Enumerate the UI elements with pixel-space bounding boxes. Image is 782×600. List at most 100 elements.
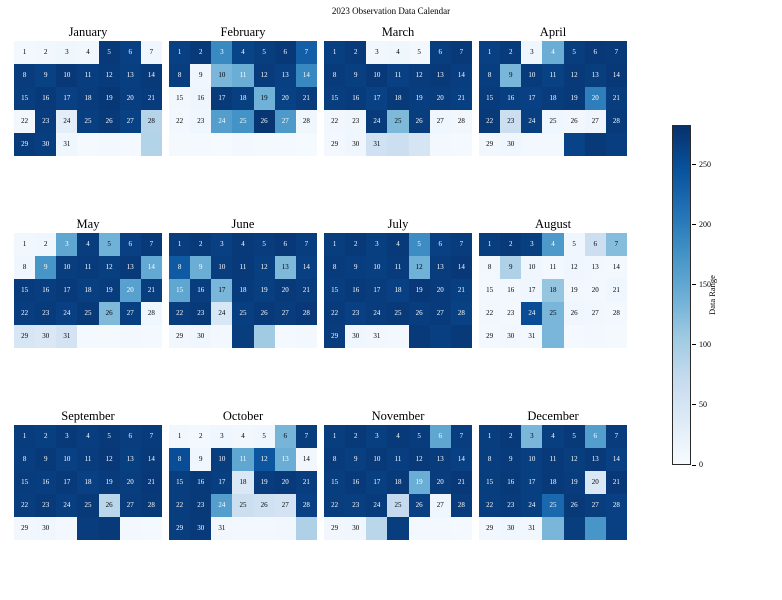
day-cell-6: 6 [274,233,296,256]
day-cell-29: 29 [169,325,191,348]
day-cell-2: 2 [35,233,57,256]
day-cell-15: 15 [324,471,346,494]
day-cell-30: 30 [345,325,367,348]
day-cell-26: 26 [563,110,585,133]
day-cell-13: 13 [274,448,296,471]
colorbar-tick-mark [692,344,696,346]
day-cell-3: 3 [521,425,543,448]
day-cell-27: 27 [119,110,141,133]
calendar-grid: January 1 2 3 4 5 6 7 8 9 10 11 12 13 14 15 16 17 18 19 20 21… [14,24,627,540]
day-cell-21: 21 [295,87,317,110]
day-cell-28: 28 [605,302,627,325]
empty-cell [77,133,99,156]
day-cell-27: 27 [429,110,451,133]
day-cell-13: 13 [119,256,141,279]
empty-cell [295,325,317,348]
day-cell-16: 16 [345,471,367,494]
empty-cell [56,517,78,540]
day-cell-1: 1 [14,41,36,64]
empty-cell [211,325,233,348]
day-cell-3: 3 [56,41,78,64]
empty-cell [253,325,275,348]
day-cell-14: 14 [295,64,317,87]
day-cell-29: 29 [479,517,501,540]
day-cell-22: 22 [324,494,346,517]
day-cell-25: 25 [77,110,99,133]
day-cell-27: 27 [274,494,296,517]
day-cell-6: 6 [429,425,451,448]
day-cell-12: 12 [563,64,585,87]
empty-cell [295,133,317,156]
day-cell-30: 30 [345,517,367,540]
day-cell-31: 31 [56,133,78,156]
day-cell-6: 6 [274,41,296,64]
month-march: March 1 2 3 4 5 6 7 8 9 10 11 12 13 14 15 16 17 18 19 20 21 22… [324,24,472,156]
day-cell-31: 31 [521,517,543,540]
empty-cell [140,517,162,540]
day-cell-26: 26 [408,110,430,133]
day-cell-26: 26 [563,494,585,517]
day-cell-18: 18 [232,87,254,110]
day-cell-9: 9 [35,256,57,279]
day-cell-1: 1 [479,233,501,256]
day-cell-4: 4 [77,41,99,64]
month-october: October 1 2 3 4 5 6 7 8 9 10 11 12 13 14 15 16 17 18 19 20 21… [169,408,317,540]
empty-cell [408,133,430,156]
day-cell-22: 22 [14,110,36,133]
empty-cell [387,517,409,540]
day-cell-10: 10 [521,448,543,471]
month-grid: 1 2 3 4 5 6 7 8 9 10 11 12 13 14 15 16 17 18 19 20 21 22 23 24 2… [169,233,317,348]
day-cell-30: 30 [500,133,522,156]
day-cell-18: 18 [387,471,409,494]
day-cell-23: 23 [190,110,212,133]
empty-cell [542,325,564,348]
day-cell-17: 17 [56,471,78,494]
day-cell-19: 19 [98,87,120,110]
day-cell-17: 17 [366,471,388,494]
empty-cell [98,325,120,348]
day-cell-25: 25 [77,494,99,517]
day-cell-14: 14 [450,64,472,87]
day-cell-19: 19 [563,279,585,302]
month-title: March [381,25,415,39]
day-cell-20: 20 [274,471,296,494]
month-grid: 1 2 3 4 5 6 7 8 9 10 11 12 13 14 15 16 17 18 19 20 21 22 23 24 2… [324,425,472,540]
day-cell-30: 30 [190,325,212,348]
day-cell-3: 3 [211,425,233,448]
day-cell-19: 19 [408,87,430,110]
day-cell-17: 17 [521,471,543,494]
day-cell-15: 15 [14,279,36,302]
month-november: November 1 2 3 4 5 6 7 8 9 10 11 12 13 14 15 16 17 18 19 20 2… [324,408,472,540]
month-grid: 1 2 3 4 5 6 7 8 9 10 11 12 13 14 15 16 17 18 19 20 21 22 23 24 2… [324,41,472,156]
day-cell-15: 15 [479,279,501,302]
day-cell-24: 24 [211,494,233,517]
day-cell-26: 26 [98,302,120,325]
day-cell-20: 20 [119,279,141,302]
day-cell-3: 3 [521,233,543,256]
day-cell-5: 5 [253,41,275,64]
empty-cell [253,133,275,156]
day-cell-27: 27 [584,302,606,325]
day-cell-10: 10 [366,448,388,471]
empty-cell [450,517,472,540]
day-cell-12: 12 [563,448,585,471]
day-cell-28: 28 [140,302,162,325]
day-cell-17: 17 [211,279,233,302]
day-cell-7: 7 [605,425,627,448]
day-cell-14: 14 [605,448,627,471]
day-cell-26: 26 [98,494,120,517]
month-may: May 1 2 3 4 5 6 7 8 9 10 11 12 13 14 15 16 17 18 19 20 21 22 23… [14,216,162,348]
day-cell-24: 24 [521,302,543,325]
month-title: April [539,25,567,39]
day-cell-2: 2 [345,233,367,256]
day-cell-27: 27 [274,110,296,133]
day-cell-12: 12 [98,256,120,279]
day-cell-8: 8 [324,256,346,279]
day-cell-2: 2 [500,41,522,64]
day-cell-1: 1 [169,425,191,448]
day-cell-29: 29 [324,517,346,540]
day-cell-29: 29 [14,133,36,156]
day-cell-28: 28 [450,110,472,133]
empty-cell [450,133,472,156]
month-grid: 1 2 3 4 5 6 7 8 9 10 11 12 13 14 15 16 17 18 19 20 21 22 23 24 2… [479,425,627,540]
